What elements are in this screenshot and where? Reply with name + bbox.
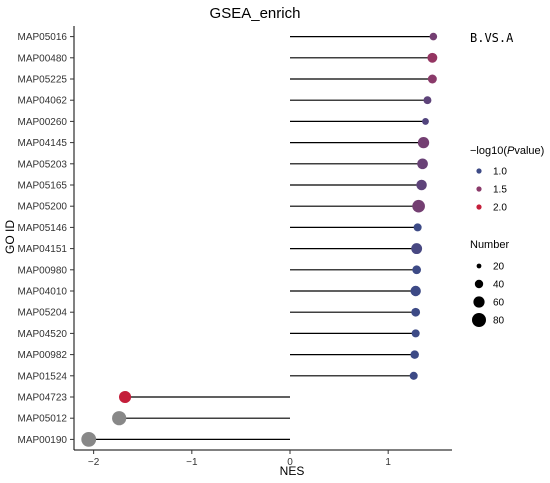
y-tick-label: MAP00480 xyxy=(18,53,68,64)
y-tick-label: MAP05203 xyxy=(18,159,68,170)
legend-number-swatch xyxy=(473,296,485,308)
legend-number-swatch xyxy=(474,279,484,289)
y-tick-label: MAP04010 xyxy=(18,287,68,298)
x-tick-label: −2 xyxy=(88,457,100,468)
lollipop-point xyxy=(422,117,429,125)
lollipop-point xyxy=(118,390,132,404)
legend-pvalue: −log10(Pvalue) 1.0 1.5 2.0 xyxy=(470,145,544,214)
legend-number-label: 80 xyxy=(493,316,505,327)
legend-number-swatch xyxy=(472,313,486,327)
y-tick-label: MAP05225 xyxy=(18,75,68,86)
lollipop-point xyxy=(411,307,421,317)
y-tick-label: MAP00982 xyxy=(18,350,68,361)
legend-number-label: 40 xyxy=(493,280,505,291)
y-tick-label: MAP05204 xyxy=(18,308,68,319)
y-axis-title: GO ID xyxy=(3,220,17,254)
chart-title: GSEA_enrich xyxy=(210,5,301,22)
y-tick-label: MAP04520 xyxy=(18,329,68,340)
y-tick-label: MAP00190 xyxy=(18,435,68,446)
lollipop-point xyxy=(411,329,420,338)
lollipop-point xyxy=(427,52,438,63)
legend-number-label: 20 xyxy=(493,262,505,273)
lollipop-point xyxy=(412,265,422,275)
x-tick-label: 1 xyxy=(385,457,391,468)
legend-pvalue-swatch xyxy=(476,204,482,210)
legend-pvalue-title: −log10(Pvalue) xyxy=(470,145,544,157)
y-tick-label: MAP05012 xyxy=(18,414,68,425)
y-tick-label: MAP00980 xyxy=(18,265,68,276)
lollipop-point xyxy=(413,223,422,232)
lollipop-point xyxy=(409,371,418,380)
plot-area: −2 −1 0 1 MAP05016 MAP00480 MAP05225 MAP04062 MA… xyxy=(18,26,452,468)
legend-number-label: 60 xyxy=(493,298,505,309)
lollipop-point xyxy=(416,179,427,191)
legend-number-swatch xyxy=(476,263,482,269)
y-tick-label: MAP04151 xyxy=(18,244,68,255)
y-tick-label: MAP05200 xyxy=(18,202,68,213)
legend-number: Number 20 40 60 80 xyxy=(470,239,509,327)
x-tick-label: −1 xyxy=(186,457,198,468)
lollipop-point xyxy=(429,32,438,41)
lollipop-point xyxy=(417,136,430,149)
lollipop-point xyxy=(412,199,425,213)
lollipop-point xyxy=(411,243,423,255)
x-tick-label: 0 xyxy=(287,457,293,468)
lollipop-point xyxy=(410,285,421,297)
legend-pvalue-swatch xyxy=(476,186,482,192)
y-tick-label: MAP01524 xyxy=(18,371,68,382)
lollipop-point xyxy=(112,411,127,426)
lollipop-point xyxy=(427,74,437,84)
y-tick-label: MAP04723 xyxy=(18,393,68,404)
lollipop-point xyxy=(81,432,97,447)
lollipop-point xyxy=(417,158,428,170)
legend-pvalue-label: 2.0 xyxy=(493,203,507,214)
y-tick-label: MAP00260 xyxy=(18,117,68,128)
y-tick-label: MAP05165 xyxy=(18,181,68,192)
y-tick-label: MAP05146 xyxy=(18,223,68,234)
legend-pvalue-swatch xyxy=(476,168,482,174)
lollipop-point xyxy=(423,96,432,105)
legend-pvalue-label: 1.5 xyxy=(493,185,507,196)
lollipop-point xyxy=(410,350,419,359)
comparison-label: B.VS.A xyxy=(470,31,514,45)
y-tick-label: MAP04145 xyxy=(18,138,68,149)
legend-number-title: Number xyxy=(470,239,509,251)
y-tick-label: MAP05016 xyxy=(18,32,68,43)
y-tick-label: MAP04062 xyxy=(18,96,68,107)
x-axis-title: NES xyxy=(280,464,305,478)
legend-pvalue-label: 1.0 xyxy=(493,167,507,178)
